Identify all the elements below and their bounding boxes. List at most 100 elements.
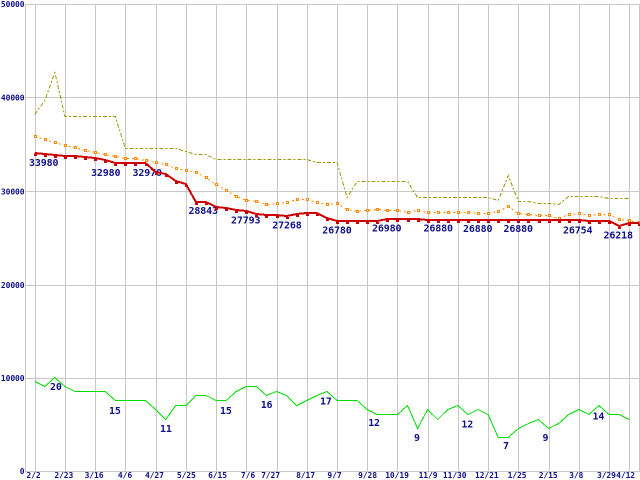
marker-lowest-price [265,216,268,218]
price-point-label: 26218 [604,231,633,242]
marker-average-price-centre [176,168,177,169]
x-axis-label: 8/17 [296,471,315,480]
count-point-label: 15 [220,406,232,417]
marker-average-price-centre [397,210,398,211]
x-axis-label: 4/6 [118,471,132,480]
marker-lowest-price [145,164,148,166]
marker-average-price-centre [146,160,147,161]
marker-average-price-centre [216,184,217,185]
x-axis-label: 1/25 [508,471,527,480]
price-point-label: 32980 [91,168,120,179]
price-point-label: 33980 [29,158,58,169]
count-point-label: 14 [593,412,605,423]
marker-average-price-centre [297,199,298,200]
x-axis-label: 7/27 [261,471,280,480]
x-axis-label: 4/27 [145,471,164,480]
marker-average-price-centre [307,199,308,200]
marker-lowest-price [376,222,379,224]
marker-lowest-price [74,157,77,159]
marker-average-price-centre [277,203,278,204]
marker-lowest-price [366,222,369,224]
marker-average-price-centre [75,147,76,148]
count-point-label: 11 [160,424,172,435]
marker-lowest-price [447,221,450,223]
y-axis-label: 50000 [1,0,25,9]
y-axis-label: 40000 [1,93,25,102]
price-point-label: 26980 [372,224,401,235]
price-point-label: 28843 [189,206,218,217]
marker-average-price-centre [609,214,610,215]
marker-lowest-price [356,222,359,224]
marker-lowest-price [44,155,47,157]
marker-average-price-centre [206,177,207,178]
marker-lowest-price [255,215,258,217]
x-axis-label: 9/28 [358,471,377,480]
marker-lowest-price [578,221,581,223]
y-axis-label: 30000 [1,187,25,196]
marker-lowest-price [185,185,188,187]
marker-average-price-centre [569,214,570,215]
x-axis-label: 3/8 [569,471,583,480]
marker-average-price-centre [337,203,338,204]
y-axis-label: 0 [20,467,25,476]
marker-average-price-centre [488,213,489,214]
marker-lowest-price [165,175,168,177]
price-point-label: 26880 [463,224,492,235]
marker-lowest-price [497,221,500,223]
marker-lowest-price [396,220,399,222]
marker-lowest-price [477,221,480,223]
marker-average-price-centre [428,212,429,213]
count-point-label: 15 [109,406,121,417]
marker-average-price-centre [629,220,630,221]
x-axis-label: 10/19 [385,471,409,480]
marker-lowest-price [84,158,87,160]
marker-average-price-centre [478,213,479,214]
marker-lowest-price [598,222,601,224]
marker-lowest-price [175,182,178,184]
marker-lowest-price [134,164,137,166]
count-point-label: 9 [414,433,420,444]
x-axis-label: 2/2 [26,471,40,480]
marker-average-price-centre [317,202,318,203]
count-point-label: 12 [368,418,380,429]
marker-average-price-centre [518,213,519,214]
marker-average-price-centre [55,142,56,143]
marker-average-price-centre [95,152,96,153]
x-axis-label: 9/7 [327,471,341,480]
marker-average-price-centre [377,209,378,210]
count-point-label: 16 [261,400,273,411]
series-shop-count [34,376,630,438]
marker-average-price-centre [498,211,499,212]
marker-average-price-centre [125,158,126,159]
marker-average-price-centre [549,215,550,216]
marker-average-price-centre [287,202,288,203]
x-axis-label: 11/30 [443,471,467,480]
marker-lowest-price [276,216,279,218]
x-axis-label: 6/15 [208,471,227,480]
marker-lowest-price [326,219,329,221]
marker-average-price-centre [448,212,449,213]
marker-average-price-centre [236,196,237,197]
price-point-label: 26880 [504,224,533,235]
marker-average-price-centre [589,215,590,216]
marker-lowest-price [296,215,299,217]
marker-lowest-price [306,214,309,216]
marker-average-price-centre [508,206,509,207]
marker-lowest-price [235,211,238,213]
x-axis-label: 3/16 [85,471,104,480]
marker-average-price-centre [418,210,419,211]
marker-average-price-centre [246,200,247,201]
marker-lowest-price [628,224,631,226]
price-point-label: 32970 [133,168,162,179]
marker-lowest-price [507,221,510,223]
price-point-label: 27268 [272,221,301,232]
marker-average-price-centre [579,213,580,214]
y-axis-label: 10000 [1,374,25,383]
marker-lowest-price [568,221,571,223]
marker-lowest-price [215,208,218,210]
x-axis-label: 3/29 [597,471,616,480]
marker-average-price-centre [105,154,106,155]
